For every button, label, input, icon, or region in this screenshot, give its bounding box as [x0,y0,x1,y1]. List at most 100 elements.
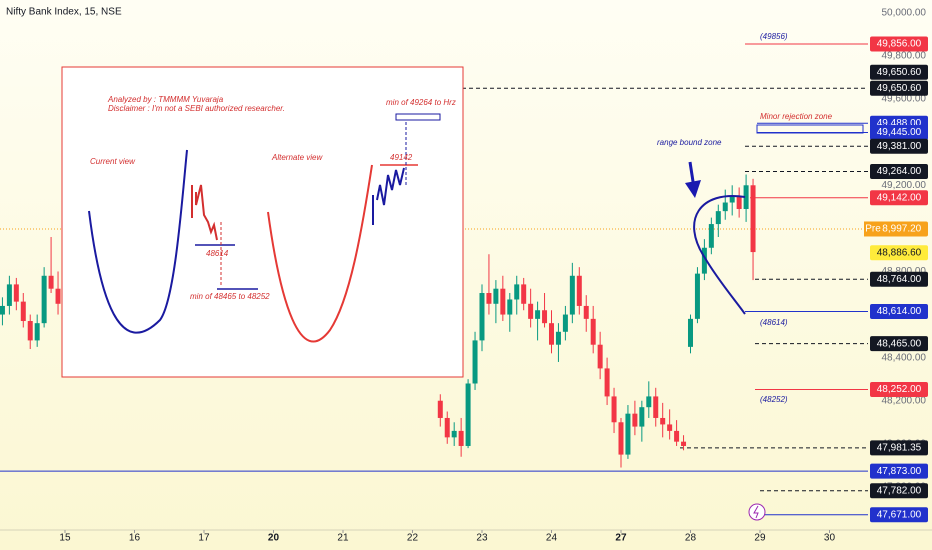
candle-body [639,407,645,427]
candle-body [681,441,687,446]
price-label-box [870,64,928,80]
note: Disclaimer : I'm not a SEBI authorized r… [108,104,285,113]
note: Minor rejection zone [760,112,833,121]
price-label: 48,886.60 [877,247,922,258]
candle-body [521,284,527,304]
candle-body [562,314,568,332]
candle-body [576,275,582,306]
sketch-curve [267,164,373,343]
candle-body [472,340,478,384]
candle-body [597,344,603,369]
event-icon[interactable] [748,503,766,521]
note: 48614 [206,249,229,258]
x-tick-label: 15 [59,533,71,544]
chart-title: Nifty Bank Index, 15, NSE [6,7,122,18]
candle-body [27,321,33,341]
candle-body [646,396,652,408]
x-tick-label: 20 [268,533,280,544]
price-label: 47,671.00 [877,509,922,520]
price-label: 48,614.00 [877,306,922,317]
candle-body [667,424,673,431]
candle-body [687,318,693,347]
candle-body [458,430,464,446]
y-tick-label: 48,400.00 [882,352,927,363]
x-tick-label: 23 [476,533,488,544]
x-tick-label: 27 [615,533,627,544]
x-tick-label: 17 [198,533,210,544]
candle-body [736,196,742,209]
candle-body [715,211,721,225]
candle-body [465,383,471,446]
note: min of 48465 to 48252 [190,292,270,301]
price-label: 49,381.00 [877,141,922,152]
x-tick-label: 29 [754,533,766,544]
price-label-box [870,163,928,179]
candle-body [55,288,61,304]
candle-body [34,323,40,341]
price-label: 47,873.00 [877,466,922,477]
price-label-box [870,463,928,479]
candle-body [437,400,443,418]
price-label: 48,997.20 [877,224,922,235]
y-tick-label: 48,800.00 [882,266,927,277]
note: min of 49264 to Hrz [386,98,456,107]
candle-body [528,303,534,319]
candle-body [500,288,506,315]
candle-body [625,413,631,455]
x-tick-label: 30 [824,533,836,544]
rejection-zone [756,124,864,134]
note: (48252) [760,395,788,404]
candle-body [632,413,638,427]
x-tick-label: 21 [337,533,349,544]
price-label: 48,465.00 [877,338,922,349]
candle-body [590,318,596,345]
price-label: 48,764.00 [877,274,922,285]
candle-body [722,202,728,212]
candle-body [514,284,520,300]
note: (49856) [760,32,788,41]
price-label-box [870,440,928,456]
note: (48614) [760,318,788,327]
sketch-drop [191,184,218,241]
sketch-zone [395,113,441,121]
price-label: 48,252.00 [877,384,922,395]
price-label-box [870,190,928,206]
price-label: 49,264.00 [877,166,922,177]
candle-body [535,310,541,319]
y-tick-label: 48,200.00 [882,395,927,406]
price-label-box [870,483,928,499]
candle-body [729,196,735,203]
price-label: 49,650.60 [877,67,922,78]
candle-body [548,323,554,345]
range-arc [693,195,746,315]
candle-body [660,417,666,425]
candle-body [20,301,26,322]
x-tick-label: 16 [129,533,141,544]
candle-body [542,310,548,324]
price-label: 49,445.00 [877,127,922,138]
candle-body [694,273,700,319]
y-tick-label: 49,200.00 [882,180,927,191]
price-label-box [870,304,928,320]
pre-label: Pre [865,224,881,235]
note: 49142 [390,153,413,162]
sketch-curve [88,149,188,334]
candle-body [701,247,707,274]
candle-body [653,396,659,418]
candle-body [555,331,561,345]
candle-body [0,305,5,315]
x-tick-label: 24 [546,533,558,544]
price-label-box [870,271,928,287]
y-tick-label: 49,800.00 [882,51,927,62]
candle-body [708,224,714,248]
x-tick-label: 22 [407,533,419,544]
price-label: 49,650.60 [877,83,922,94]
price-label-box [870,36,928,52]
candle-body [486,293,492,304]
price-label-box [870,125,928,140]
price-label-box [870,245,928,261]
candle-body [611,396,617,423]
price-label: 49,488.00 [877,118,922,129]
candle-body [674,430,680,442]
event-icon-bolt [753,505,759,519]
